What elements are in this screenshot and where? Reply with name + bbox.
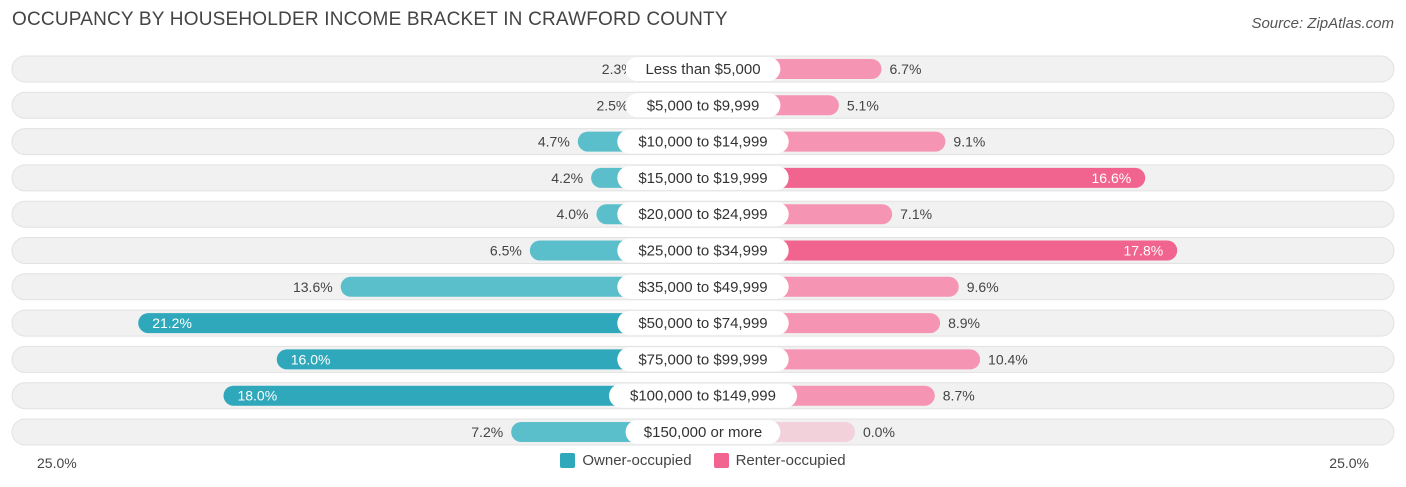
renter-value-label: 7.1% — [900, 206, 932, 222]
legend-renter: Renter-occupied — [713, 452, 846, 469]
renter-value-label: 9.6% — [967, 279, 999, 295]
category-label-background — [617, 129, 789, 154]
renter-bar — [703, 240, 1178, 261]
category-label-background — [617, 274, 789, 299]
owner-bar — [276, 349, 703, 370]
legend-renter-swatch — [713, 453, 729, 468]
bar-chart: 2.3% 6.7% Less than $5,000 2.5% 5.1% $5,000 t… — [11, 55, 1395, 446]
owner-bar — [138, 313, 703, 334]
renter-value-label: 8.9% — [948, 315, 980, 331]
axis-right-label: 25.0% — [1329, 455, 1369, 471]
category-label-background — [617, 165, 789, 190]
legend-owner: Owner-occupied — [560, 452, 692, 469]
category-label: $5,000 to $9,999 — [647, 97, 760, 114]
legend-renter-label: Renter-occupied — [735, 452, 846, 469]
legend: Owner-occupied Renter-occupied — [0, 452, 1406, 469]
owner-value-label: 4.2% — [551, 170, 583, 186]
owner-value-label: 18.0% — [237, 388, 277, 404]
owner-bar — [340, 276, 703, 297]
owner-bar — [223, 385, 704, 406]
category-label: $50,000 to $74,999 — [638, 315, 767, 332]
category-label: $15,000 to $19,999 — [638, 170, 767, 187]
legend-owner-label: Owner-occupied — [582, 452, 692, 469]
owner-value-label: 6.5% — [490, 243, 522, 259]
category-label-background — [625, 420, 781, 444]
category-label: Less than $5,000 — [645, 61, 760, 78]
renter-bar — [703, 167, 1146, 188]
owner-value-label: 13.6% — [293, 279, 333, 295]
category-label: $20,000 to $24,999 — [638, 206, 767, 223]
renter-value-label: 9.1% — [953, 134, 985, 150]
category-label-background — [617, 347, 789, 372]
category-label: $75,000 to $99,999 — [638, 351, 767, 368]
owner-value-label: 2.5% — [596, 97, 628, 113]
renter-value-label: 10.4% — [988, 351, 1028, 367]
renter-value-label: 0.0% — [863, 424, 895, 440]
legend-owner-swatch — [560, 453, 576, 468]
renter-value-label: 6.7% — [889, 61, 921, 77]
category-label: $35,000 to $49,999 — [638, 279, 767, 296]
category-label: $150,000 or more — [644, 424, 762, 441]
category-label: $25,000 to $34,999 — [638, 243, 767, 260]
owner-value-label: 16.0% — [291, 351, 331, 367]
owner-value-label: 21.2% — [152, 315, 192, 331]
owner-value-label: 4.7% — [538, 134, 570, 150]
category-label-background — [625, 57, 781, 81]
axis-left-label: 25.0% — [37, 455, 77, 471]
renter-value-label: 8.7% — [943, 388, 975, 404]
owner-value-label: 7.2% — [471, 424, 503, 440]
category-label-background — [617, 311, 789, 336]
renter-value-label: 5.1% — [847, 97, 879, 113]
category-label-background — [625, 93, 781, 118]
category-label: $100,000 to $149,999 — [630, 388, 776, 405]
category-label-background — [617, 238, 789, 263]
owner-value-label: 2.3% — [602, 61, 634, 77]
renter-value-label: 16.6% — [1092, 170, 1132, 186]
category-label: $10,000 to $14,999 — [638, 134, 767, 151]
category-label-background — [617, 202, 789, 227]
owner-value-label: 4.0% — [557, 206, 589, 222]
renter-value-label: 17.8% — [1123, 243, 1163, 259]
category-label-background — [609, 383, 797, 408]
chart-title: OCCUPANCY BY HOUSEHOLDER INCOME BRACKET … — [12, 9, 728, 30]
source-note: Source: ZipAtlas.com — [1251, 15, 1394, 32]
